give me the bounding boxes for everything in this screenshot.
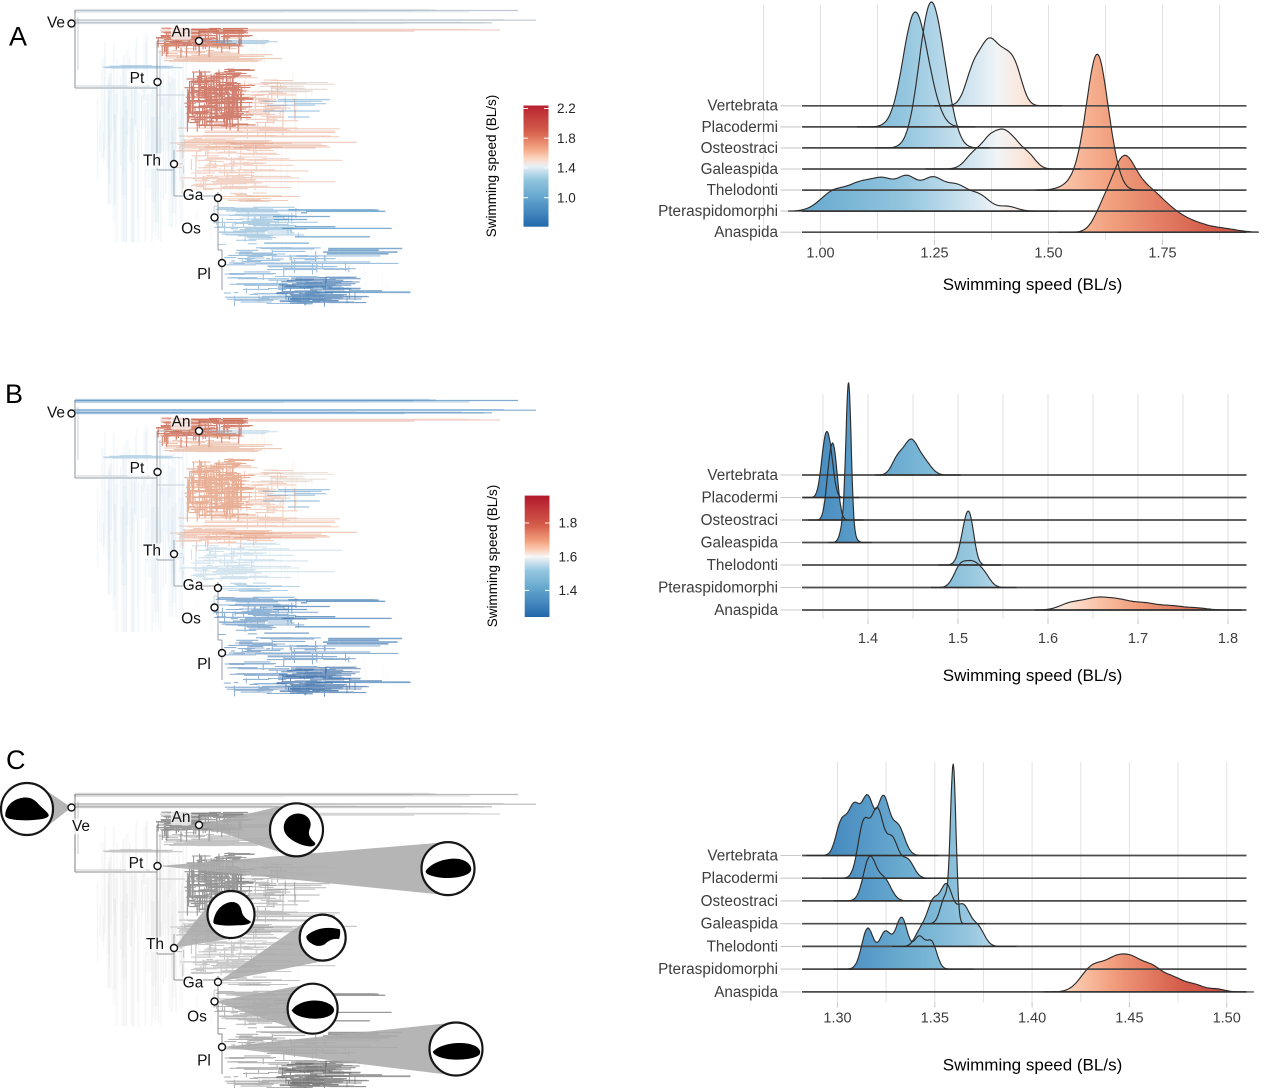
svg-text:Pteraspidomorphi: Pteraspidomorphi bbox=[658, 579, 778, 596]
svg-text:1.30: 1.30 bbox=[823, 1011, 851, 1027]
svg-text:Swimming speed (BL/s): Swimming speed (BL/s) bbox=[485, 485, 500, 628]
svg-text:1.8: 1.8 bbox=[557, 131, 576, 146]
svg-text:Os: Os bbox=[187, 1009, 207, 1026]
svg-text:An: An bbox=[172, 414, 191, 431]
svg-text:Placodermi: Placodermi bbox=[701, 119, 778, 136]
svg-text:1.6: 1.6 bbox=[1038, 631, 1058, 647]
svg-text:Osteostraci: Osteostraci bbox=[701, 140, 778, 157]
svg-text:1.00: 1.00 bbox=[806, 246, 834, 262]
svg-text:Pteraspidomorphi: Pteraspidomorphi bbox=[658, 961, 778, 978]
svg-text:Thelodonti: Thelodonti bbox=[707, 182, 778, 199]
svg-text:Ve: Ve bbox=[47, 405, 65, 422]
svg-text:1.0: 1.0 bbox=[557, 190, 576, 205]
svg-text:1.5: 1.5 bbox=[948, 631, 968, 647]
svg-text:1.4: 1.4 bbox=[559, 583, 578, 598]
svg-text:Ve: Ve bbox=[47, 15, 65, 32]
svg-text:Osteostraci: Osteostraci bbox=[701, 512, 778, 529]
svg-text:2.2: 2.2 bbox=[557, 101, 576, 116]
svg-text:Pl: Pl bbox=[197, 1053, 211, 1070]
svg-text:Anaspida: Anaspida bbox=[714, 984, 778, 1001]
svg-text:Galeaspida: Galeaspida bbox=[701, 161, 779, 178]
svg-text:Ga: Ga bbox=[183, 187, 204, 204]
svg-text:Placodermi: Placodermi bbox=[701, 870, 778, 887]
svg-text:Thelodonti: Thelodonti bbox=[707, 938, 778, 955]
svg-text:1.50: 1.50 bbox=[1213, 1011, 1241, 1027]
svg-text:1.4: 1.4 bbox=[858, 631, 878, 647]
svg-text:Pl: Pl bbox=[197, 656, 211, 673]
svg-text:Vertebrata: Vertebrata bbox=[707, 467, 778, 484]
svg-text:Placodermi: Placodermi bbox=[701, 489, 778, 506]
svg-text:Galeaspida: Galeaspida bbox=[701, 534, 779, 551]
svg-text:Th: Th bbox=[143, 543, 161, 560]
svg-text:Os: Os bbox=[181, 221, 201, 238]
svg-text:Ga: Ga bbox=[183, 577, 204, 594]
svg-text:1.25: 1.25 bbox=[920, 246, 948, 262]
svg-text:Pt: Pt bbox=[130, 70, 145, 87]
svg-text:Anaspida: Anaspida bbox=[714, 602, 778, 619]
svg-text:Th: Th bbox=[143, 153, 161, 170]
svg-text:Osteostraci: Osteostraci bbox=[701, 893, 778, 910]
svg-text:Swimming speed (BL/s): Swimming speed (BL/s) bbox=[943, 1056, 1123, 1075]
svg-text:An: An bbox=[172, 809, 191, 826]
svg-text:Swimming speed (BL/s): Swimming speed (BL/s) bbox=[943, 666, 1123, 685]
svg-text:Pl: Pl bbox=[197, 266, 211, 283]
svg-text:Swimming speed (BL/s): Swimming speed (BL/s) bbox=[484, 95, 499, 238]
svg-text:1.7: 1.7 bbox=[1128, 631, 1148, 647]
svg-text:B: B bbox=[5, 379, 23, 409]
svg-text:1.75: 1.75 bbox=[1148, 246, 1176, 262]
svg-text:Pt: Pt bbox=[129, 855, 144, 872]
svg-text:1.8: 1.8 bbox=[1218, 631, 1238, 647]
svg-text:C: C bbox=[6, 745, 26, 775]
svg-text:Th: Th bbox=[146, 936, 164, 953]
svg-text:Anaspida: Anaspida bbox=[714, 224, 778, 241]
svg-text:Ve: Ve bbox=[72, 818, 90, 835]
svg-text:Galeaspida: Galeaspida bbox=[701, 916, 779, 933]
svg-text:1.40: 1.40 bbox=[1018, 1011, 1046, 1027]
svg-text:Swimming speed (BL/s): Swimming speed (BL/s) bbox=[943, 275, 1123, 294]
svg-text:A: A bbox=[9, 22, 27, 52]
svg-text:1.50: 1.50 bbox=[1034, 246, 1062, 262]
svg-text:Thelodonti: Thelodonti bbox=[707, 557, 778, 574]
svg-text:1.8: 1.8 bbox=[559, 516, 578, 531]
svg-text:Vertebrata: Vertebrata bbox=[707, 98, 778, 115]
svg-text:1.6: 1.6 bbox=[559, 549, 578, 564]
svg-text:Os: Os bbox=[181, 611, 201, 628]
svg-text:1.4: 1.4 bbox=[557, 161, 576, 176]
svg-text:Pteraspidomorphi: Pteraspidomorphi bbox=[658, 203, 778, 220]
svg-text:An: An bbox=[172, 24, 191, 41]
svg-text:1.35: 1.35 bbox=[921, 1011, 949, 1027]
svg-text:Ga: Ga bbox=[183, 975, 204, 992]
svg-text:1.45: 1.45 bbox=[1115, 1011, 1143, 1027]
svg-text:Pt: Pt bbox=[130, 460, 145, 477]
svg-text:Vertebrata: Vertebrata bbox=[707, 847, 778, 864]
